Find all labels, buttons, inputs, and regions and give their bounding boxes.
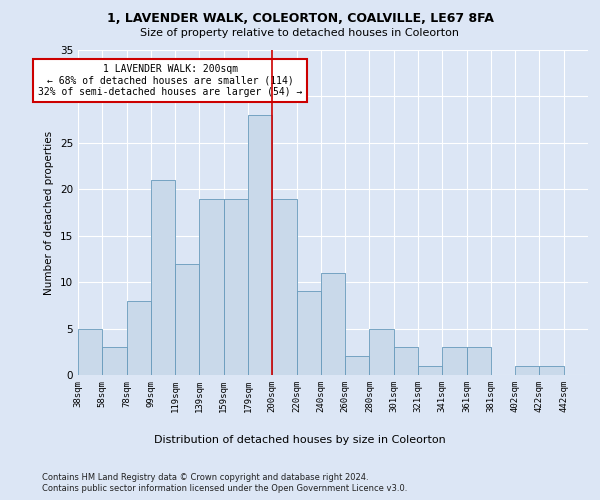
- Bar: [370, 328, 394, 375]
- Text: 1 LAVENDER WALK: 200sqm
← 68% of detached houses are smaller (114)
32% of semi-d: 1 LAVENDER WALK: 200sqm ← 68% of detache…: [38, 64, 302, 97]
- Text: 1, LAVENDER WALK, COLEORTON, COALVILLE, LE67 8FA: 1, LAVENDER WALK, COLEORTON, COALVILLE, …: [107, 12, 493, 26]
- Y-axis label: Number of detached properties: Number of detached properties: [44, 130, 55, 294]
- Bar: [272, 198, 296, 375]
- Bar: [102, 347, 127, 375]
- Bar: [78, 328, 102, 375]
- Bar: [515, 366, 539, 375]
- Bar: [296, 292, 321, 375]
- Bar: [321, 273, 345, 375]
- Bar: [127, 300, 151, 375]
- Bar: [248, 115, 272, 375]
- Text: Contains HM Land Registry data © Crown copyright and database right 2024.: Contains HM Land Registry data © Crown c…: [42, 472, 368, 482]
- Bar: [151, 180, 175, 375]
- Bar: [175, 264, 199, 375]
- Bar: [539, 366, 564, 375]
- Text: Size of property relative to detached houses in Coleorton: Size of property relative to detached ho…: [140, 28, 460, 38]
- Text: Distribution of detached houses by size in Coleorton: Distribution of detached houses by size …: [154, 435, 446, 445]
- Bar: [224, 198, 248, 375]
- Bar: [467, 347, 491, 375]
- Bar: [199, 198, 224, 375]
- Bar: [345, 356, 370, 375]
- Bar: [418, 366, 442, 375]
- Bar: [442, 347, 467, 375]
- Text: Contains public sector information licensed under the Open Government Licence v3: Contains public sector information licen…: [42, 484, 407, 493]
- Bar: [394, 347, 418, 375]
